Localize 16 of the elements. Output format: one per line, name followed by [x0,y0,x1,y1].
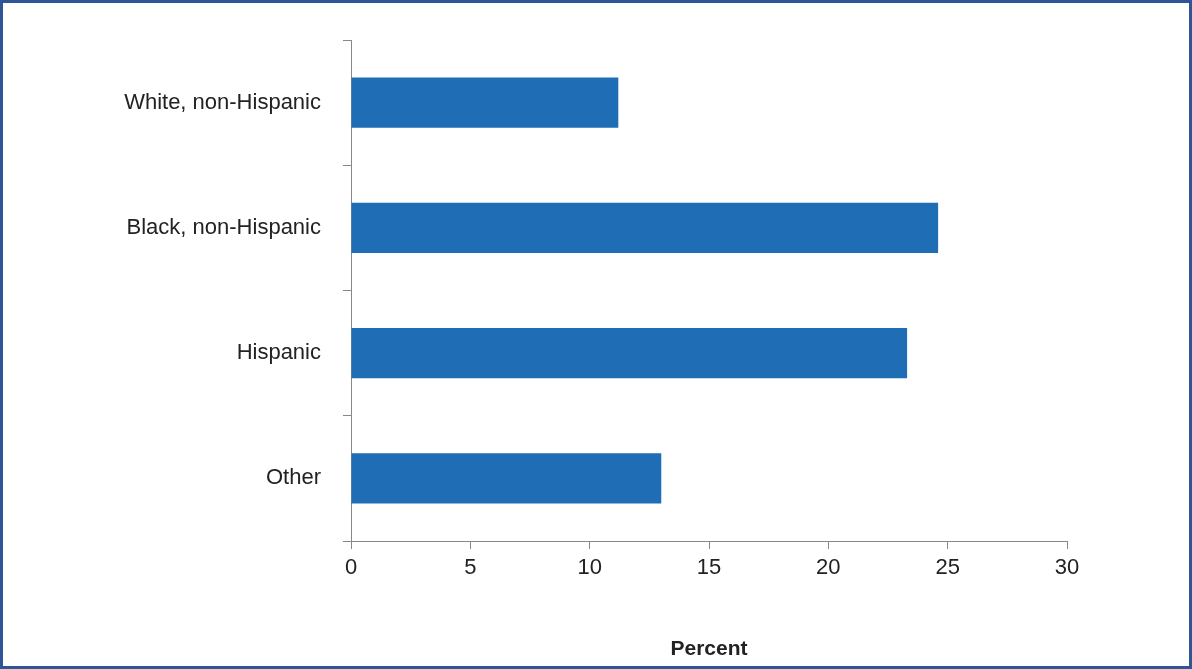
x-tick-label: 5 [464,554,477,580]
bar [351,202,939,253]
x-tick-label: 0 [344,554,358,580]
x-tick-label: 30 [1054,554,1080,580]
y-tick-label: Hispanic [236,339,321,365]
bar [351,453,662,504]
bar [351,77,619,128]
x-tick-label: 25 [935,554,960,580]
y-tick-label: Black, non-Hispanic [126,213,321,239]
x-tick-label: 15 [696,554,722,580]
x-tick-label: 20 [816,554,841,580]
bar [351,328,908,379]
x-tick-label: 10 [577,554,602,580]
y-tick-label: Other [265,464,321,490]
y-tick-label: White, non-Hispanic [124,88,321,114]
x-axis-title: Percent [670,636,748,660]
